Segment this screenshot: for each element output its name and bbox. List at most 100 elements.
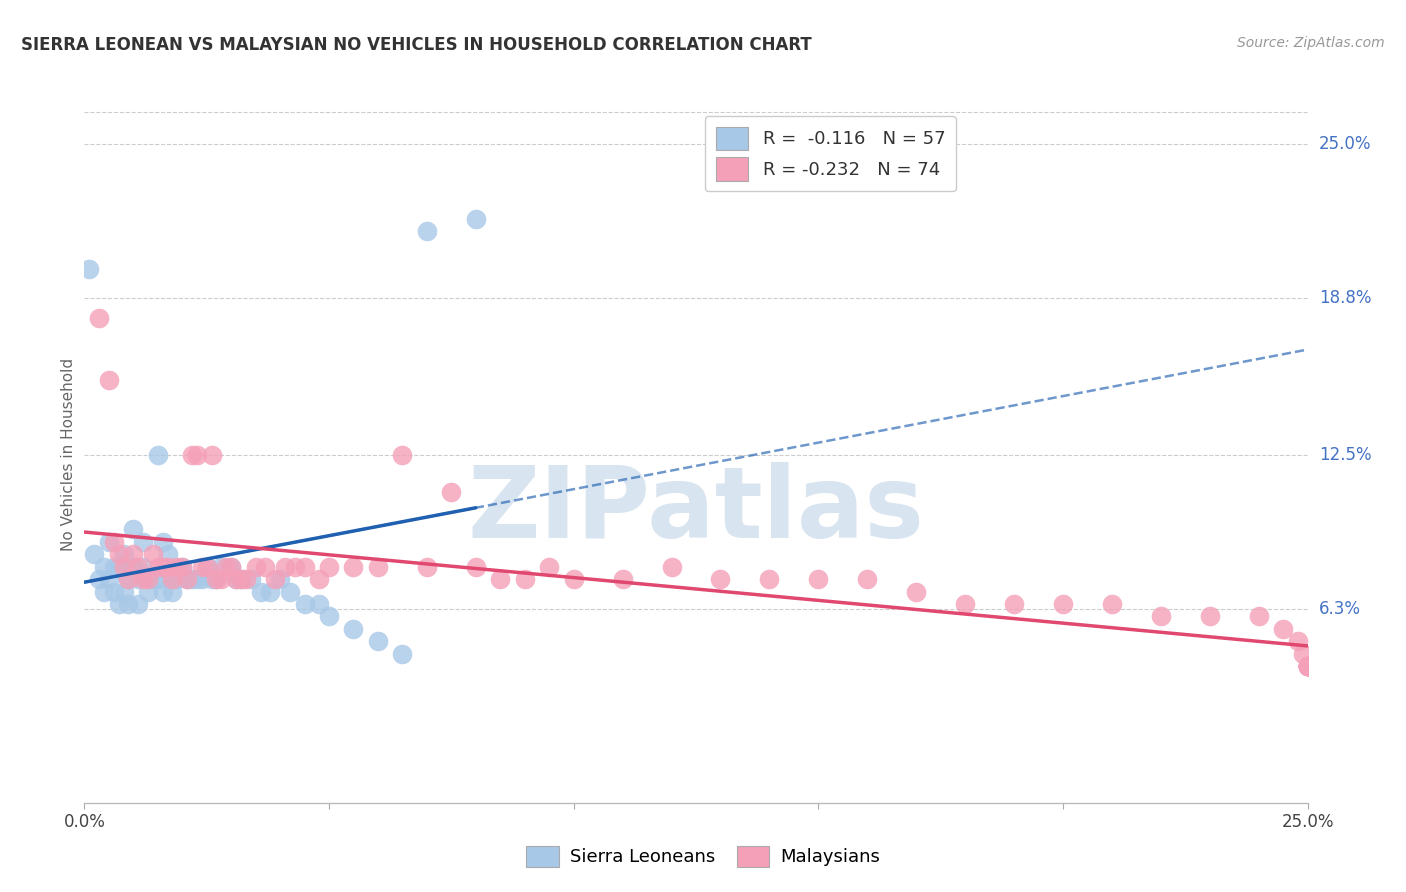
Point bbox=[278, 584, 301, 599]
Point bbox=[308, 572, 330, 586]
Point bbox=[219, 559, 242, 574]
Legend: Sierra Leoneans, Malaysians: Sierra Leoneans, Malaysians bbox=[519, 838, 887, 874]
Point bbox=[489, 572, 512, 586]
Text: SIERRA LEONEAN VS MALAYSIAN NO VEHICLES IN HOUSEHOLD CORRELATION CHART: SIERRA LEONEAN VS MALAYSIAN NO VEHICLES … bbox=[21, 36, 811, 54]
Point bbox=[103, 534, 125, 549]
Point bbox=[200, 448, 222, 462]
Point bbox=[215, 559, 238, 574]
Point bbox=[464, 211, 486, 226]
Point bbox=[166, 572, 188, 586]
Point bbox=[225, 572, 247, 586]
Point bbox=[1292, 647, 1315, 661]
Point bbox=[235, 572, 257, 586]
Point bbox=[136, 572, 159, 586]
Point bbox=[318, 559, 340, 574]
Point bbox=[538, 559, 561, 574]
Point bbox=[209, 559, 232, 574]
Point bbox=[1296, 659, 1319, 673]
Point bbox=[142, 572, 165, 586]
Text: 6.3%: 6.3% bbox=[1319, 600, 1361, 618]
Point bbox=[195, 559, 218, 574]
Point bbox=[440, 485, 463, 500]
Point bbox=[122, 523, 145, 537]
Point bbox=[249, 584, 271, 599]
Point bbox=[1286, 634, 1309, 648]
Point bbox=[342, 559, 364, 574]
Point bbox=[1002, 597, 1025, 611]
Text: 25.0%: 25.0% bbox=[1319, 136, 1371, 153]
Point bbox=[274, 559, 297, 574]
Point bbox=[117, 572, 139, 586]
Point bbox=[186, 572, 208, 586]
Point bbox=[112, 559, 135, 574]
Point bbox=[166, 559, 188, 574]
Point bbox=[209, 572, 232, 586]
Point bbox=[1296, 659, 1319, 673]
Point bbox=[117, 572, 139, 586]
Point bbox=[146, 448, 169, 462]
Point bbox=[132, 559, 155, 574]
Point bbox=[225, 572, 247, 586]
Point bbox=[172, 559, 194, 574]
Text: Source: ZipAtlas.com: Source: ZipAtlas.com bbox=[1237, 36, 1385, 50]
Point bbox=[342, 622, 364, 636]
Point bbox=[127, 597, 149, 611]
Point bbox=[464, 559, 486, 574]
Point bbox=[294, 559, 316, 574]
Point bbox=[856, 572, 879, 586]
Point bbox=[107, 547, 129, 561]
Point bbox=[1052, 597, 1074, 611]
Point bbox=[269, 572, 291, 586]
Point bbox=[176, 572, 198, 586]
Point bbox=[953, 597, 976, 611]
Point bbox=[807, 572, 830, 586]
Point bbox=[513, 572, 536, 586]
Legend: R =  -0.116   N = 57, R = -0.232   N = 74: R = -0.116 N = 57, R = -0.232 N = 74 bbox=[704, 116, 956, 192]
Point bbox=[205, 572, 228, 586]
Point bbox=[264, 572, 287, 586]
Point bbox=[1247, 609, 1270, 624]
Point bbox=[112, 547, 135, 561]
Point bbox=[905, 584, 928, 599]
Point bbox=[367, 559, 389, 574]
Point bbox=[416, 224, 439, 238]
Point bbox=[308, 597, 330, 611]
Point bbox=[127, 572, 149, 586]
Point bbox=[132, 572, 155, 586]
Point bbox=[107, 559, 129, 574]
Point bbox=[97, 534, 120, 549]
Point bbox=[181, 572, 204, 586]
Point bbox=[1296, 659, 1319, 673]
Point bbox=[136, 572, 159, 586]
Point bbox=[1296, 659, 1319, 673]
Point bbox=[162, 572, 184, 586]
Text: 18.8%: 18.8% bbox=[1319, 289, 1371, 308]
Point bbox=[162, 584, 184, 599]
Point bbox=[205, 572, 228, 586]
Point bbox=[127, 559, 149, 574]
Point bbox=[77, 261, 100, 276]
Point bbox=[132, 534, 155, 549]
Point bbox=[1296, 659, 1319, 673]
Point bbox=[284, 559, 307, 574]
Point bbox=[103, 559, 125, 574]
Point bbox=[136, 584, 159, 599]
Point bbox=[146, 559, 169, 574]
Point bbox=[191, 559, 214, 574]
Point bbox=[152, 534, 174, 549]
Point bbox=[416, 559, 439, 574]
Point bbox=[1150, 609, 1173, 624]
Point bbox=[367, 634, 389, 648]
Point bbox=[239, 572, 262, 586]
Point bbox=[156, 559, 179, 574]
Point bbox=[195, 559, 218, 574]
Point bbox=[318, 609, 340, 624]
Point bbox=[1296, 659, 1319, 673]
Point bbox=[83, 547, 105, 561]
Point bbox=[1296, 659, 1319, 673]
Point bbox=[87, 311, 110, 326]
Point bbox=[709, 572, 731, 586]
Point bbox=[93, 559, 115, 574]
Y-axis label: No Vehicles in Household: No Vehicles in Household bbox=[60, 359, 76, 551]
Point bbox=[181, 448, 204, 462]
